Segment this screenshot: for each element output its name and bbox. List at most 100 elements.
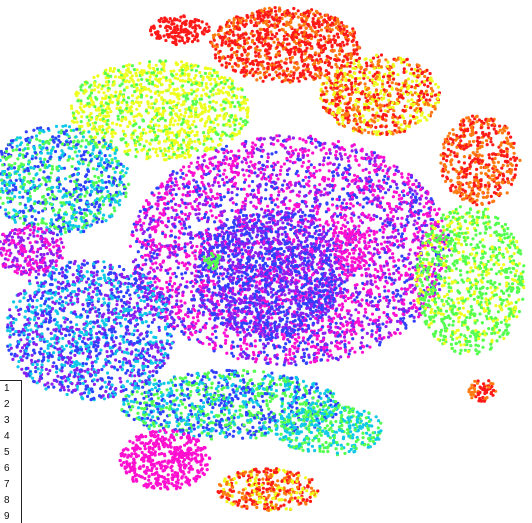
scatter-point <box>214 80 218 84</box>
scatter-point <box>170 22 174 26</box>
scatter-point <box>261 44 265 48</box>
scatter-point <box>78 105 82 109</box>
scatter-point <box>470 129 474 133</box>
scatter-point <box>154 100 158 104</box>
scatter-point <box>129 105 134 109</box>
scatter-point <box>202 131 206 135</box>
scatter-point <box>203 124 207 128</box>
scatter-point <box>326 23 330 27</box>
scatter-point <box>477 136 481 140</box>
scatter-point <box>186 39 190 43</box>
scatter-point <box>275 45 279 49</box>
scatter-point <box>315 58 319 62</box>
scatter-point <box>37 184 42 188</box>
scatter-point <box>424 98 428 102</box>
scatter-point <box>241 213 246 218</box>
scatter-point <box>280 80 284 84</box>
scatter-point <box>280 13 284 17</box>
scatter-point <box>354 119 358 123</box>
scatter-point <box>230 39 234 43</box>
scatter-point <box>243 39 247 43</box>
scatter-point <box>56 143 60 147</box>
scatter-point <box>346 117 350 121</box>
scatter-point <box>226 24 230 28</box>
scatter-point <box>233 128 237 132</box>
scatter-point <box>106 74 110 78</box>
scatter-point <box>365 299 369 303</box>
scatter-point <box>266 66 270 70</box>
scatter-point <box>491 119 495 123</box>
scatter-point <box>381 169 385 173</box>
scatter-point <box>261 60 265 64</box>
scatter-point <box>318 12 322 16</box>
scatter-point <box>315 74 319 78</box>
scatter-point <box>306 67 310 71</box>
scatter-point <box>425 78 429 82</box>
scatter-point <box>228 85 232 89</box>
scatter-point <box>138 61 142 65</box>
scatter-point <box>104 68 108 72</box>
scatter-point <box>233 41 237 45</box>
scatter-point <box>336 43 340 47</box>
scatter-point <box>342 27 346 31</box>
scatter-point <box>61 222 65 226</box>
scatter-point <box>422 92 426 96</box>
scatter-point <box>57 225 61 229</box>
scatter-point <box>335 97 339 101</box>
scatter-point <box>15 144 19 148</box>
scatter-point <box>66 143 70 147</box>
scatter-point <box>295 35 299 40</box>
scatter-point <box>3 169 7 174</box>
scatter-point <box>108 154 112 158</box>
scatter-point <box>249 31 253 36</box>
scatter-point <box>317 22 321 26</box>
scatter-point <box>370 202 374 206</box>
scatter-point <box>274 61 278 65</box>
scatter-point <box>241 119 245 124</box>
scatter-point <box>475 167 479 171</box>
scatter-point <box>57 213 61 217</box>
scatter-point <box>68 175 72 179</box>
scatter-point <box>237 36 241 40</box>
scatter-point <box>5 187 9 191</box>
scatter-point <box>274 53 278 57</box>
scatter-point <box>368 70 372 75</box>
scatter-point <box>189 111 193 115</box>
scatter-point <box>294 68 298 72</box>
scatter-point <box>278 9 282 13</box>
scatter-point <box>222 107 226 111</box>
scatter-point <box>224 101 228 105</box>
scatter-point <box>19 141 24 145</box>
scatter-point <box>50 186 54 190</box>
scatter-point <box>341 59 345 64</box>
scatter-point <box>131 79 135 83</box>
scatter-point <box>417 64 421 68</box>
scatter-point <box>418 202 422 206</box>
scatter-point <box>209 67 213 71</box>
scatter-point <box>342 85 346 89</box>
scatter-point <box>309 360 313 364</box>
scatter-point <box>217 55 221 60</box>
scatter-point <box>263 29 267 33</box>
scatter-point <box>180 36 184 40</box>
scatter-point <box>245 60 249 64</box>
scatter-point <box>190 20 194 24</box>
scatter-point <box>193 63 198 67</box>
scatter-point <box>8 143 12 147</box>
scatter-point <box>428 98 432 102</box>
scatter-point <box>505 155 509 159</box>
scatter-point <box>277 75 281 79</box>
scatter-point <box>198 83 202 87</box>
scatter-point <box>157 36 161 41</box>
scatter-point <box>468 162 472 167</box>
scatter-point <box>333 72 338 76</box>
scatter-point <box>189 78 193 82</box>
scatter-point <box>343 54 347 58</box>
scatter-point <box>5 196 10 200</box>
scatter-point <box>220 56 225 60</box>
scatter-point <box>483 183 487 187</box>
scatter-point <box>201 111 205 115</box>
scatter-point <box>273 35 277 39</box>
scatter-point <box>161 154 165 158</box>
scatter-point <box>95 116 99 120</box>
